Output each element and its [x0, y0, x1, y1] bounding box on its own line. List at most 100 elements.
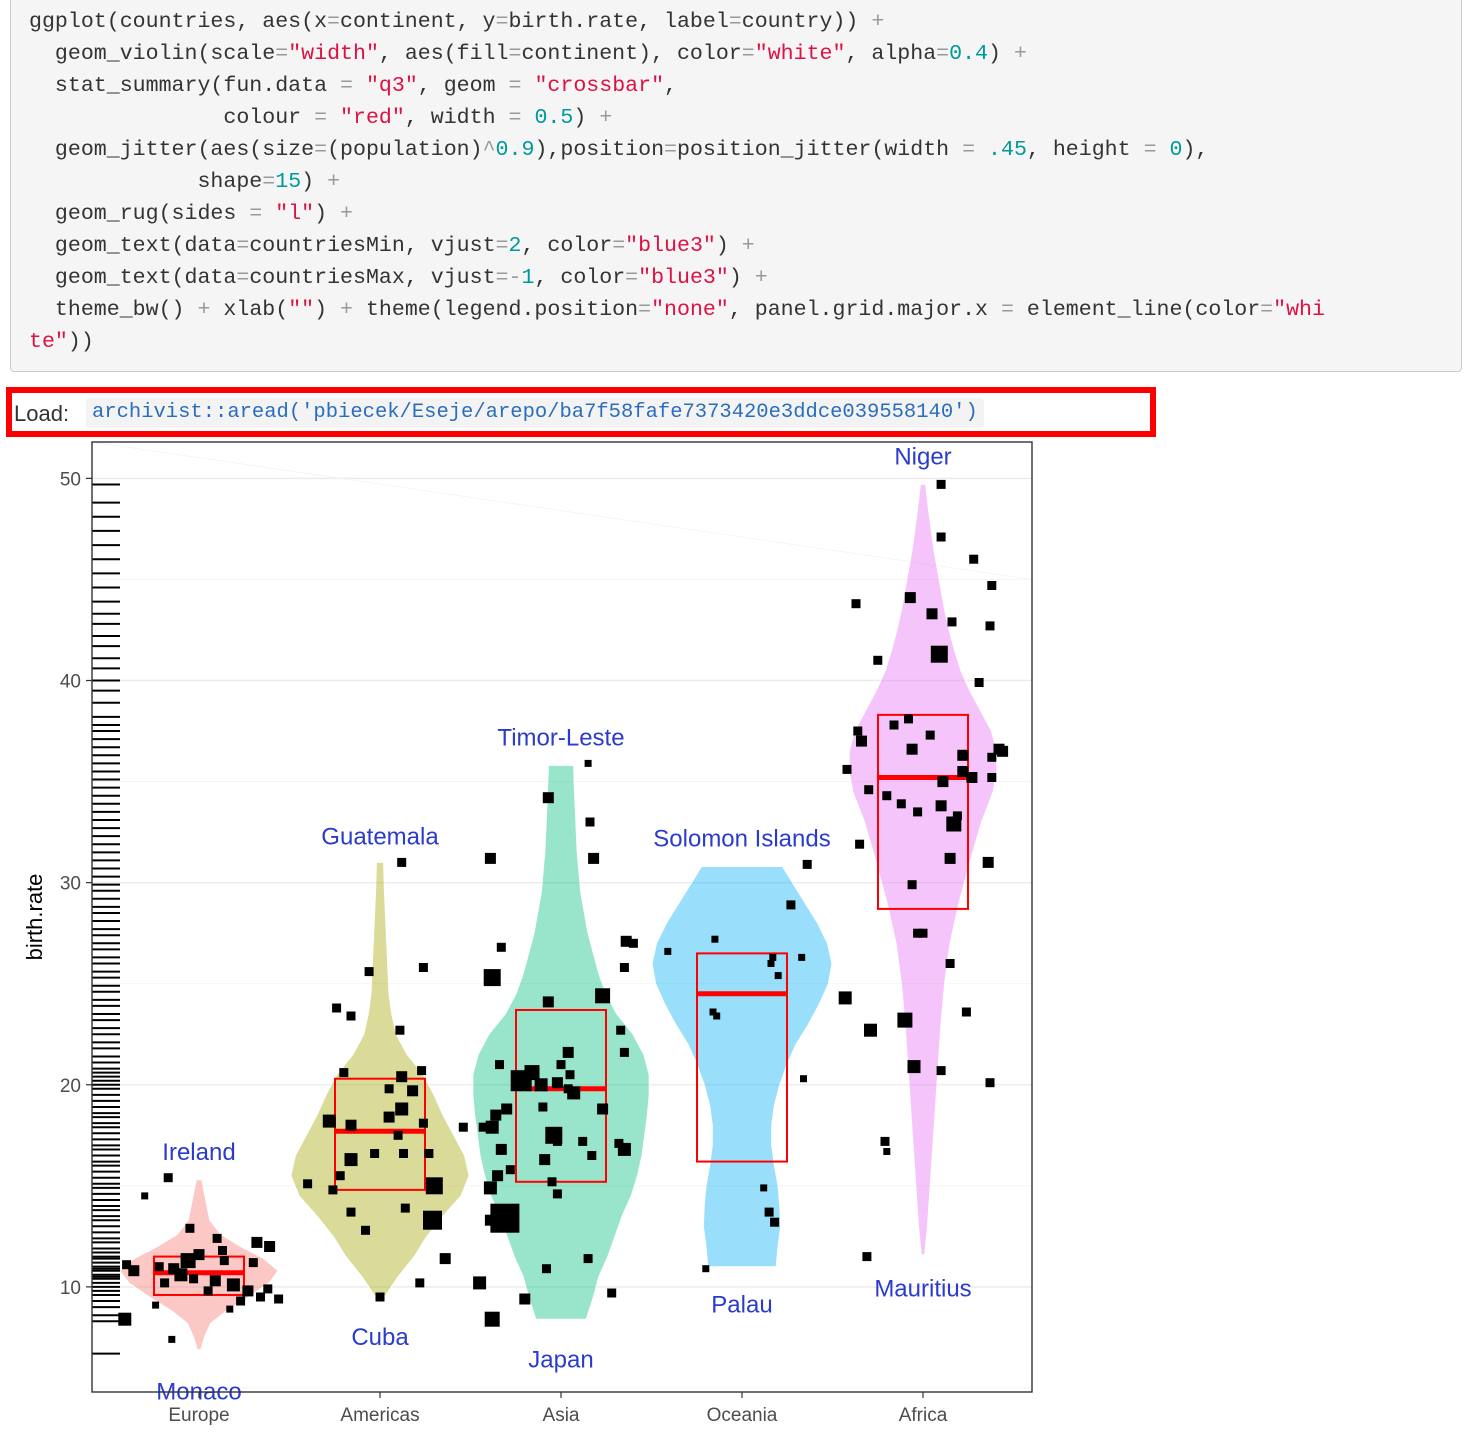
data-point: [226, 1305, 234, 1313]
data-point: [542, 996, 554, 1008]
code-line: geom_text(data=countriesMin, vjust=2, co…: [29, 234, 755, 258]
data-point: [395, 1102, 409, 1116]
data-point: [152, 1301, 160, 1309]
code-token: =: [1143, 138, 1157, 162]
data-point: [346, 1207, 356, 1217]
code-token: -: [508, 266, 522, 290]
code-token: stat_summary(fun.data: [29, 74, 341, 98]
code-token: geom_text(data: [29, 266, 237, 290]
data-point: [587, 1151, 597, 1160]
data-point: [966, 772, 978, 783]
code-token: =: [625, 266, 639, 290]
data-point: [344, 1153, 358, 1167]
code-token: ): [988, 42, 1014, 66]
data-point: [439, 1253, 451, 1265]
code-token: ),: [1182, 138, 1209, 162]
code-token: 0.9: [495, 138, 535, 162]
data-point: [856, 735, 867, 747]
data-point: [628, 938, 638, 948]
code-token: =: [275, 42, 289, 66]
data-point: [770, 1217, 780, 1227]
code-token: birth.rate, label: [508, 10, 729, 34]
code-token: "blue3": [625, 234, 716, 258]
code-token: countriesMin, vjust: [249, 234, 496, 258]
code-token: =: [340, 74, 353, 98]
code-token: , panel.grid.major.x: [728, 298, 1001, 322]
code-token: +: [871, 10, 885, 34]
load-highlight-box: Load: archivist::aread('pbiecek/Eseje/ar…: [6, 387, 1156, 437]
code-token: [327, 106, 340, 130]
code-block: ggplot(countries, aes(x=continent, y=bir…: [10, 0, 1462, 372]
code-token: continent), color: [521, 42, 742, 66]
code-token: , color: [521, 234, 613, 258]
code-token: "red": [340, 106, 405, 130]
data-point: [774, 972, 782, 980]
data-point: [418, 963, 428, 972]
data-point: [904, 592, 916, 604]
code-token: .45: [988, 138, 1027, 162]
data-point: [957, 749, 969, 761]
code-token: , geom: [417, 74, 509, 98]
data-point: [946, 816, 962, 832]
data-point: [552, 1136, 562, 1146]
data-point: [203, 1286, 213, 1296]
data-point: [538, 1102, 548, 1112]
code-line: ggplot(countries, aes(x=continent, y=bir…: [29, 10, 884, 34]
code-token: +: [197, 298, 211, 322]
code-token: =: [936, 42, 950, 66]
data-point: [880, 1136, 890, 1146]
data-point: [947, 617, 957, 627]
data-point: [174, 1268, 188, 1282]
code-token: "l": [275, 202, 315, 226]
code-token: xlab(: [210, 298, 289, 322]
data-point: [542, 792, 554, 804]
data-point: [395, 1025, 405, 1035]
data-point: [985, 621, 995, 631]
data-point: [588, 852, 600, 864]
data-point: [620, 935, 632, 947]
code-token: continent, y: [340, 10, 496, 34]
data-point: [251, 1236, 263, 1248]
code-token: shape: [29, 170, 263, 194]
code-token: , alpha: [845, 42, 937, 66]
data-point: [585, 817, 595, 827]
data-point: [937, 776, 949, 788]
data-point: [864, 1023, 877, 1037]
code-token: +: [599, 106, 613, 130]
data-point: [122, 1260, 132, 1270]
data-point: [565, 1070, 575, 1080]
data-point: [711, 935, 719, 943]
data-point: [904, 714, 913, 724]
data-point: [484, 1214, 496, 1226]
code-token: 0.5: [534, 106, 574, 130]
code-token: =: [508, 106, 522, 130]
code-line: theme_bw() + xlab("") + theme(legend.pos…: [29, 298, 1325, 322]
code-line: shape=15) +: [29, 170, 340, 194]
data-point: [219, 1256, 229, 1266]
data-point: [873, 655, 883, 665]
data-point: [918, 928, 928, 938]
load-code[interactable]: archivist::aread('pbiecek/Eseje/arepo/ba…: [86, 398, 984, 428]
data-point: [619, 1047, 629, 1057]
code-token: +: [741, 234, 755, 258]
data-point: [838, 991, 852, 1005]
data-point: [495, 1143, 507, 1155]
data-point: [256, 1292, 265, 1302]
data-point: [226, 1278, 240, 1292]
code-token: "": [288, 298, 315, 322]
code-token: =: [495, 234, 509, 258]
code-token: ): [573, 106, 600, 130]
data-point: [274, 1294, 284, 1304]
code-token: ): [301, 170, 328, 194]
code-token: =: [508, 74, 522, 98]
data-point: [118, 1312, 132, 1326]
crossbar-box: [515, 1008, 607, 1183]
country-label-min: Cuba: [351, 1324, 409, 1351]
data-point: [496, 942, 506, 952]
data-point: [786, 900, 796, 910]
data-point: [345, 1119, 357, 1131]
load-label: Load:: [14, 401, 70, 426]
data-point: [556, 1060, 566, 1070]
data-point: [383, 1111, 395, 1123]
code-token: theme_bw(): [29, 298, 198, 322]
